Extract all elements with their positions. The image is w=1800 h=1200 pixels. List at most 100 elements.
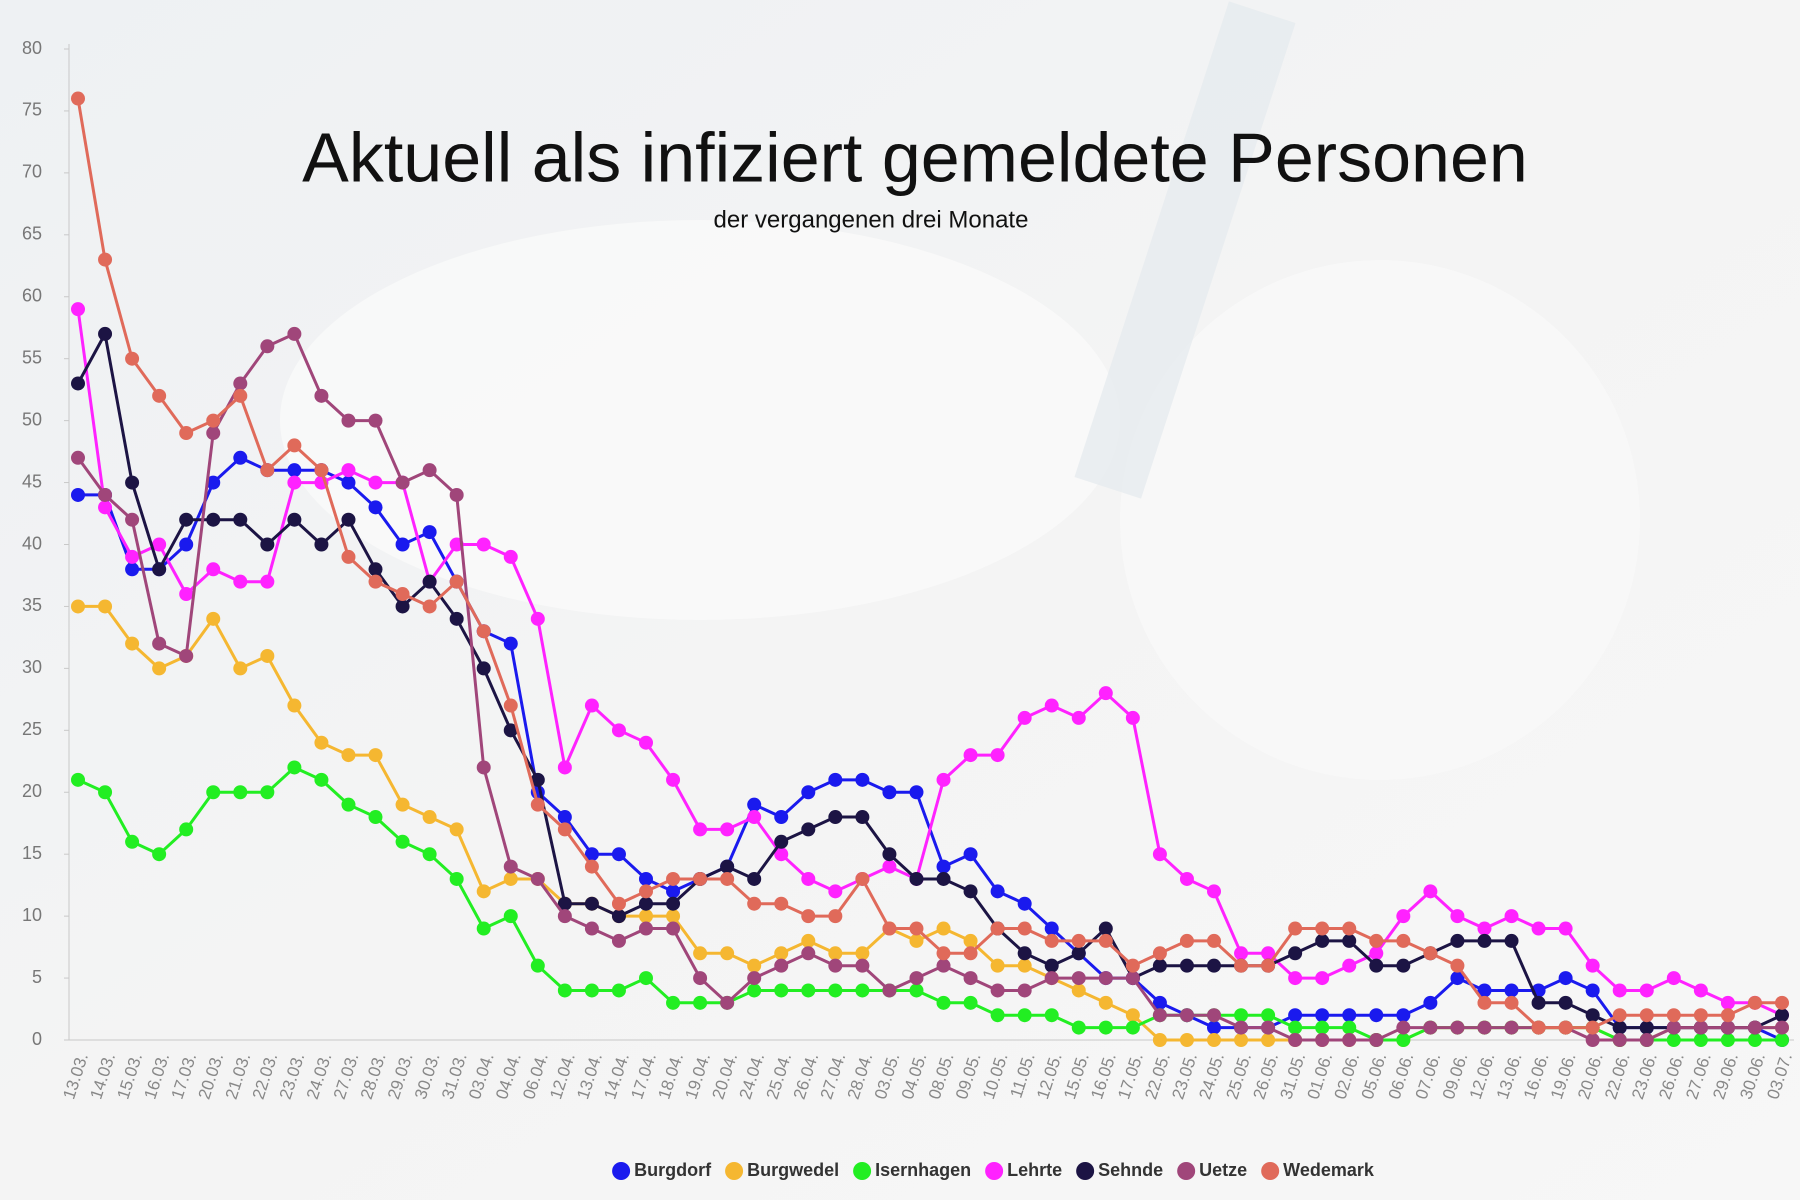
data-point — [1558, 1020, 1573, 1035]
data-point — [1639, 983, 1654, 998]
data-point — [368, 574, 383, 589]
data-point — [530, 958, 545, 973]
data-point — [530, 772, 545, 787]
data-point — [909, 933, 924, 948]
y-tick-label: 70 — [22, 162, 42, 182]
data-point — [639, 871, 653, 886]
data-point — [314, 537, 329, 552]
series-line — [76, 308, 1783, 1017]
data-point — [1720, 995, 1735, 1010]
data-point — [395, 537, 410, 552]
data-point — [1261, 946, 1276, 961]
data-point — [476, 624, 491, 639]
data-point — [639, 896, 653, 911]
data-point — [666, 871, 681, 886]
data-point — [557, 822, 572, 837]
data-point — [666, 921, 681, 936]
data-point — [341, 512, 356, 527]
data-point — [1179, 871, 1194, 886]
data-point — [1098, 971, 1113, 986]
data-point — [882, 921, 897, 936]
data-point — [639, 909, 653, 924]
data-point — [341, 549, 356, 564]
data-point — [990, 983, 1005, 998]
data-point — [1234, 946, 1249, 961]
data-point — [395, 599, 410, 614]
data-point — [909, 871, 924, 886]
data-point — [801, 909, 816, 924]
chart-title: Aktuell als infiziert gemeldete Personen — [302, 118, 1528, 196]
data-point — [1152, 847, 1167, 862]
data-point — [287, 698, 302, 713]
y-tick-label: 25 — [22, 719, 42, 739]
data-point — [449, 822, 464, 837]
data-point — [1477, 983, 1492, 998]
data-point — [1477, 933, 1492, 948]
data-point — [206, 611, 221, 626]
data-point — [557, 760, 572, 775]
data-point — [1639, 1033, 1654, 1047]
data-point — [1098, 921, 1113, 936]
data-point — [287, 512, 302, 527]
data-point — [1720, 1020, 1735, 1035]
y-tick-label: 60 — [22, 286, 42, 306]
series-line — [76, 98, 1782, 1030]
data-point — [1477, 995, 1492, 1010]
data-point — [1098, 995, 1113, 1010]
data-point — [1152, 946, 1167, 961]
data-point — [503, 859, 518, 874]
data-point — [801, 871, 816, 886]
data-point — [1234, 1008, 1249, 1023]
data-point — [152, 636, 167, 651]
data-point — [71, 487, 85, 502]
y-tick-label: 65 — [22, 224, 42, 244]
data-point — [341, 475, 356, 490]
data-point — [260, 537, 275, 552]
data-point — [1017, 958, 1032, 973]
data-point — [1044, 933, 1059, 948]
data-point — [1666, 1008, 1681, 1023]
data-point — [774, 946, 789, 961]
legend-marker — [612, 1162, 631, 1180]
data-point — [828, 946, 843, 961]
data-point — [584, 896, 599, 911]
data-point — [1261, 1020, 1276, 1035]
data-point — [936, 946, 951, 961]
data-point — [1152, 958, 1167, 973]
data-point — [368, 475, 383, 490]
data-point — [449, 611, 464, 626]
data-point — [990, 958, 1005, 973]
data-point — [747, 797, 762, 812]
data-point — [1612, 1020, 1627, 1035]
y-tick-label: 35 — [22, 595, 42, 615]
data-point — [530, 797, 545, 812]
data-point — [206, 475, 221, 490]
data-point — [260, 463, 275, 478]
data-point — [1450, 933, 1465, 948]
data-point — [1531, 921, 1546, 936]
data-point — [422, 810, 437, 825]
data-point — [828, 884, 843, 899]
data-point — [855, 871, 870, 886]
data-point — [1693, 1020, 1708, 1035]
data-point — [1071, 933, 1086, 948]
data-point — [368, 810, 383, 825]
legend-marker — [1177, 1162, 1196, 1180]
data-point — [639, 971, 653, 986]
data-point — [1017, 710, 1032, 725]
data-point — [1125, 1020, 1140, 1035]
data-point — [1234, 1020, 1249, 1035]
data-point — [936, 772, 951, 787]
data-point — [71, 450, 85, 465]
data-point — [855, 958, 870, 973]
data-point — [260, 339, 275, 354]
data-point — [936, 871, 951, 886]
data-point — [449, 871, 464, 886]
data-point — [1288, 971, 1303, 986]
data-point — [1071, 710, 1086, 725]
data-point — [1585, 983, 1600, 998]
data-point — [557, 983, 572, 998]
data-point — [1044, 958, 1059, 973]
data-point — [125, 475, 140, 490]
data-point — [1207, 1020, 1221, 1035]
